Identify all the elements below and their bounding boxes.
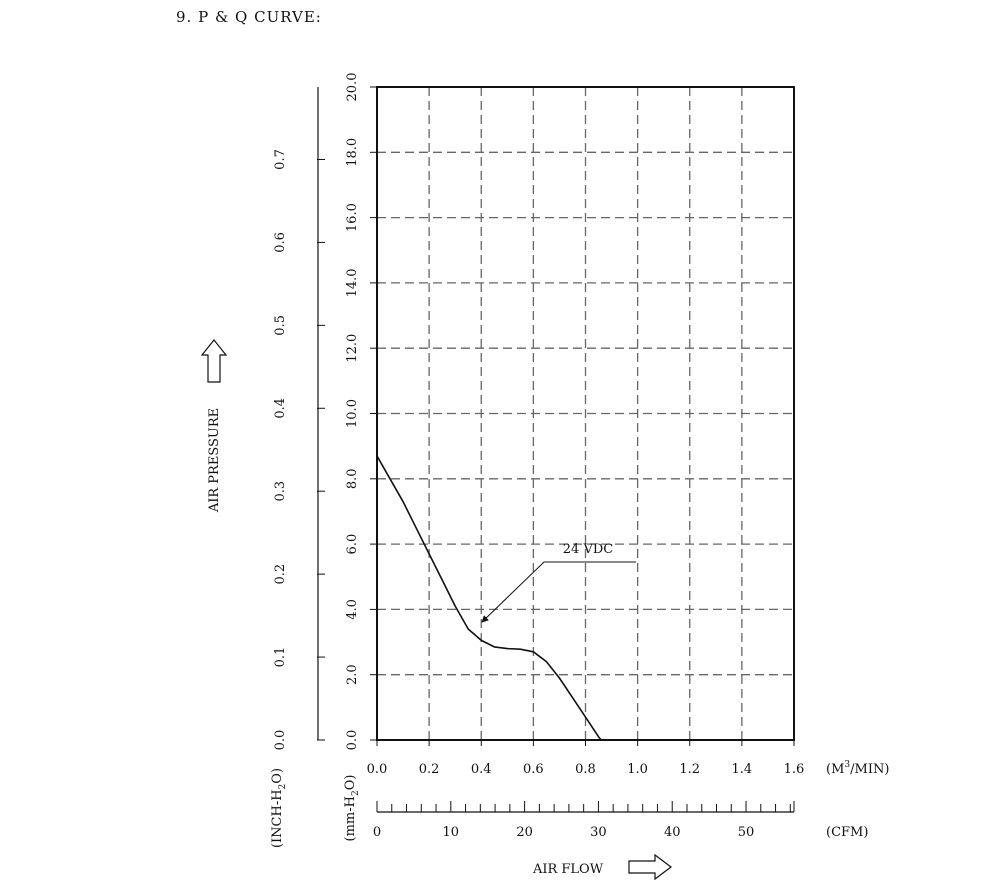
y-tick-label: 6.0	[345, 534, 360, 555]
right-arrow-icon	[628, 853, 672, 881]
series-line-24vdc	[376, 455, 602, 741]
axes	[317, 86, 795, 813]
y-tick-label: 8.0	[345, 468, 360, 489]
inch-tick-label: 0.7	[273, 149, 288, 170]
inch-tick-label: 0.5	[273, 315, 288, 336]
y-tick-label: 16.0	[345, 203, 360, 232]
y-tick-label: 18.0	[345, 138, 360, 167]
y-tick-label: 0.0	[345, 730, 360, 751]
inch-tick-label: 0.1	[273, 647, 288, 668]
y-axis-title: AIR PRESSURE	[207, 408, 222, 513]
cfm-tick-label: 30	[590, 825, 607, 840]
x-tick-label: 0.8	[575, 762, 596, 777]
y-tick-label: 10.0	[345, 399, 360, 428]
annotation-leader	[481, 561, 636, 623]
inch-tick-label: 0.2	[273, 564, 288, 585]
y-tick-label: 4.0	[345, 599, 360, 620]
inch-tick-label: 0.0	[273, 730, 288, 751]
y-tick-label: 14.0	[345, 268, 360, 297]
x-tick-label: 1.4	[732, 762, 753, 777]
x-tick-label: 1.0	[627, 762, 648, 777]
inch-tick-label: 0.4	[273, 398, 288, 419]
y-tick-label: 2.0	[345, 664, 360, 685]
y-unit-mmh2o: (mm-H2O)	[343, 775, 361, 842]
cfm-tick-label: 40	[664, 825, 681, 840]
cfm-tick-label: 10	[443, 825, 460, 840]
x-tick-label: 1.6	[784, 762, 805, 777]
up-arrow-icon	[200, 339, 228, 383]
inch-tick-label: 0.3	[273, 481, 288, 502]
x-tick-label: 0.6	[523, 762, 544, 777]
x-unit-cfm: (CFM)	[826, 825, 868, 840]
y-tick-label: 12.0	[345, 334, 360, 363]
x-tick-label: 0.0	[367, 762, 388, 777]
series-layer	[376, 455, 636, 741]
x-tick-label: 0.4	[471, 762, 492, 777]
inch-tick-label: 0.6	[273, 232, 288, 253]
y-tick-label: 20.0	[345, 73, 360, 102]
cfm-tick-label: 0	[373, 825, 381, 840]
cfm-tick-label: 50	[738, 825, 755, 840]
axis-labels: 0.0 0.2 0.4 0.6 0.8 1.0 1.2 1.4 1.6 0.0 2.0 4.0 6.0 8…	[200, 73, 889, 881]
y-unit-inchh2o: (INCH-H2O)	[270, 768, 288, 848]
grid-lines	[377, 87, 794, 740]
section-title: 9. P & Q CURVE:	[176, 8, 322, 26]
cfm-tick-label: 20	[516, 825, 533, 840]
x-axis-title: AIR FLOW	[532, 862, 604, 877]
series-label-24vdc: 24 VDC	[563, 542, 613, 557]
x-unit-m3min: (M3/MIN)	[826, 760, 889, 777]
x-tick-label: 0.2	[419, 762, 440, 777]
x-tick-label: 1.2	[679, 762, 700, 777]
